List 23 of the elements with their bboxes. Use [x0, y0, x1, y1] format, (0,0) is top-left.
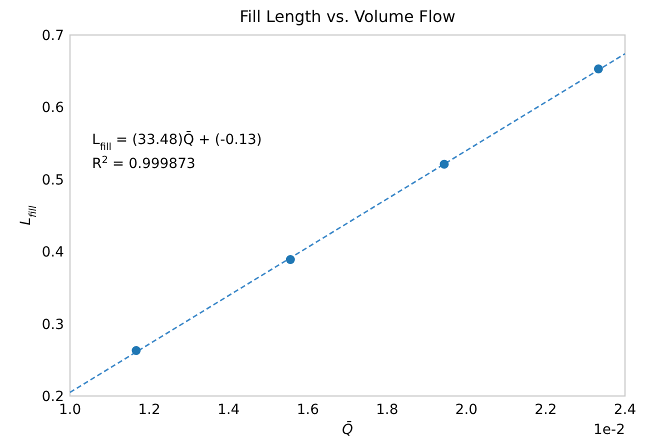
- x-tick-label: 1.4: [217, 402, 240, 418]
- x-axis-title: Q̄: [342, 420, 354, 438]
- y-tick-label: 0.7: [42, 28, 64, 44]
- x-tick-label: 1.2: [138, 402, 160, 418]
- x-tick-label: 1.6: [296, 402, 320, 418]
- point: [286, 255, 295, 264]
- x-tick-label: 2.2: [534, 402, 557, 418]
- x-tick-label: 2.0: [455, 402, 478, 418]
- x-tick-label: 1.0: [58, 402, 82, 418]
- x-tick-label: 1.8: [376, 402, 398, 418]
- y-tick-label: 0.4: [42, 244, 64, 261]
- annotation: L$_{fill}$ = (33.48)Q̄ + (-0.13): [92, 130, 262, 152]
- annotation: R$^{2}$ = 0.999873: [92, 154, 196, 172]
- y-tick-label: 0.2: [42, 389, 64, 405]
- point: [132, 346, 141, 356]
- y-tick-label: 0.3: [42, 316, 64, 333]
- point: [594, 64, 603, 74]
- y-tick-label: 0.5: [42, 172, 64, 188]
- x-tick-label: 2.4: [614, 402, 636, 418]
- y-tick-label: 0.6: [42, 100, 64, 116]
- text: 1e-2: [594, 422, 625, 438]
- point: [440, 160, 449, 169]
- chart-title: Fill Length vs. Volume Flow: [240, 7, 456, 26]
